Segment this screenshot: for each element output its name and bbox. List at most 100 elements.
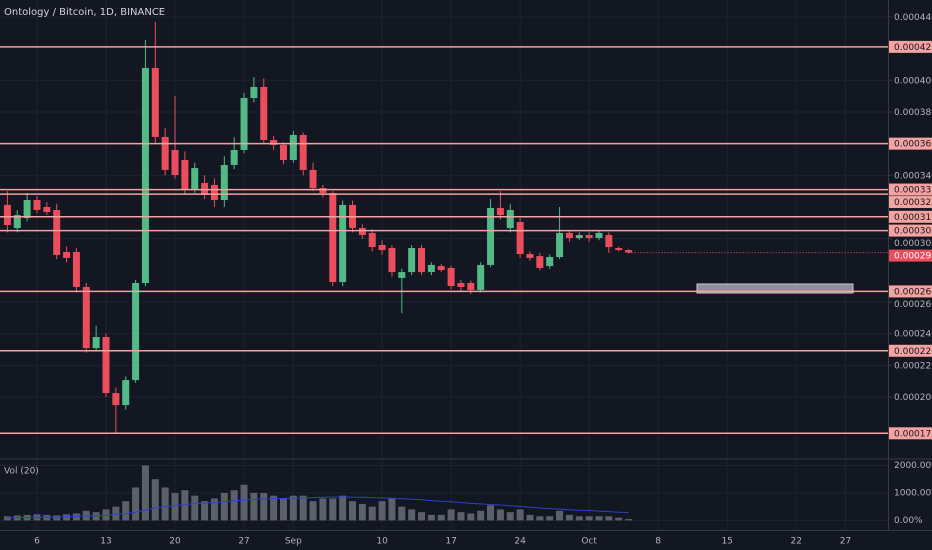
level-label: 0.0002292 xyxy=(894,347,932,357)
volume-bar xyxy=(250,492,258,521)
volume-bar xyxy=(556,510,564,521)
volume-bar xyxy=(625,519,633,521)
candle-body xyxy=(112,393,120,406)
candle-body xyxy=(358,228,366,236)
candle-body xyxy=(309,169,317,188)
candle-body xyxy=(477,264,485,290)
volume-tick-label: 1000.00% xyxy=(894,488,932,498)
candle-body xyxy=(82,286,90,349)
candle-body xyxy=(427,264,435,273)
volume-bar xyxy=(112,506,120,521)
chart-title: Ontology / Bitcoin, 1D, BINANCE xyxy=(4,7,165,18)
volume-tick-label: 2000.00% xyxy=(894,461,932,471)
candle-body xyxy=(191,168,199,191)
y-tick-label: 0.0003400 xyxy=(894,171,932,181)
candle-body xyxy=(506,209,514,229)
candle-body xyxy=(437,266,445,271)
candle-body xyxy=(378,244,386,251)
volume-bar xyxy=(358,503,366,521)
x-tick-label: Sep xyxy=(285,537,302,547)
plot-area xyxy=(3,22,633,521)
level-label-box xyxy=(889,196,932,209)
y-tick-label: 0.0004000 xyxy=(894,76,932,86)
candle-body xyxy=(270,139,278,145)
level-label: 0.0004211 xyxy=(894,43,932,53)
candle-body xyxy=(210,184,218,201)
candle-body xyxy=(329,193,337,283)
volume-bar xyxy=(161,487,169,521)
candle-body xyxy=(388,248,396,273)
level-label-box xyxy=(889,427,932,440)
volume-bar xyxy=(132,487,140,521)
volume-bar xyxy=(546,516,554,521)
candle-body xyxy=(526,254,534,258)
x-tick-label: 20 xyxy=(169,537,181,547)
candle-body xyxy=(230,149,238,166)
volume-bar xyxy=(496,509,504,521)
candle-body xyxy=(260,86,268,140)
candle-body xyxy=(33,200,41,210)
volume-bar xyxy=(53,515,61,521)
candle-body xyxy=(585,235,593,239)
x-tick-label: 22 xyxy=(790,537,801,547)
candle-body xyxy=(63,251,71,258)
candle-body xyxy=(408,248,416,273)
candle-body xyxy=(53,209,61,255)
candle-body xyxy=(13,215,21,229)
x-tick-label: 6 xyxy=(34,537,40,547)
volume-bar xyxy=(437,514,445,521)
x-tick-label: 13 xyxy=(100,537,111,547)
level-label: 0.0001771 xyxy=(894,429,932,439)
y-tick-label: 0.0003000 xyxy=(894,239,932,249)
level-label-box xyxy=(889,40,932,53)
volume-bar xyxy=(398,506,406,521)
volume-bar xyxy=(210,498,218,521)
volume-bar xyxy=(339,495,347,521)
candle-body xyxy=(556,232,564,258)
candle-body xyxy=(181,159,189,191)
volume-bar xyxy=(299,495,307,521)
volume-tick-label: 0.00% xyxy=(894,516,923,526)
volume-bar xyxy=(615,517,623,521)
volume-bar xyxy=(329,498,337,521)
candle-body xyxy=(536,256,544,268)
last-price-box xyxy=(889,249,932,262)
price-axis xyxy=(888,16,892,398)
candle-body xyxy=(319,187,327,194)
x-tick-label: 27 xyxy=(238,537,249,547)
y-tick-label: 0.0002000 xyxy=(894,393,932,403)
volume-bar xyxy=(605,516,613,521)
volume-bar xyxy=(3,516,11,521)
candle-body xyxy=(605,235,613,248)
candle-body xyxy=(122,380,130,406)
x-tick-label: 17 xyxy=(445,537,456,547)
volume-bar xyxy=(171,492,179,521)
level-label-box xyxy=(889,183,932,196)
y-tick-label: 0.0004400 xyxy=(894,13,932,23)
volume-bar xyxy=(467,513,475,521)
candle-body xyxy=(171,149,179,175)
candle-body xyxy=(240,98,248,150)
level-label: 0.0003281 xyxy=(894,198,932,208)
volume-bar xyxy=(378,501,386,521)
candle-body xyxy=(3,204,11,226)
candle-body xyxy=(368,232,376,248)
volume-bar xyxy=(181,490,189,521)
volume-bar xyxy=(230,490,238,521)
candle-body xyxy=(418,248,426,273)
volume-bar xyxy=(536,516,544,521)
candle-body xyxy=(299,134,307,170)
candle-body xyxy=(279,144,287,160)
candle-body xyxy=(516,222,524,255)
level-label-box xyxy=(889,210,932,223)
candle-body xyxy=(43,206,51,213)
volume-bar xyxy=(220,492,228,521)
volume-bar xyxy=(309,501,317,521)
volume-bar xyxy=(289,495,297,521)
volume-bar xyxy=(349,501,356,521)
level-label: 0.0002667 xyxy=(894,287,932,297)
level-label: 0.0003310 xyxy=(894,186,932,196)
y-tick-label: 0.0002200 xyxy=(894,361,932,371)
volume-label: Vol (20) xyxy=(4,467,39,477)
candle-body xyxy=(546,257,554,267)
